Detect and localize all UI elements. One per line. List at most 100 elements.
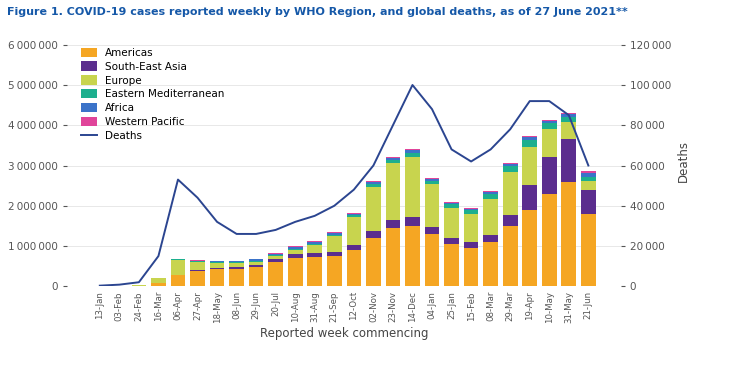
Bar — [522, 138, 537, 139]
Bar — [503, 164, 518, 166]
Bar — [307, 241, 322, 242]
Bar — [190, 271, 205, 286]
Deaths — [135, 280, 144, 284]
Bar — [425, 178, 439, 179]
Bar — [464, 248, 479, 286]
Bar — [562, 113, 576, 114]
Bar — [425, 185, 439, 227]
Bar — [405, 217, 420, 226]
Bar — [581, 214, 595, 286]
Bar — [386, 160, 400, 163]
Bar — [503, 226, 518, 286]
Bar — [542, 120, 557, 121]
Bar — [522, 136, 537, 138]
Bar — [346, 250, 361, 286]
Bar — [562, 114, 576, 117]
Deaths — [467, 159, 476, 164]
Bar — [405, 153, 420, 157]
Bar — [327, 235, 342, 236]
Bar — [386, 220, 400, 228]
Bar — [425, 227, 439, 234]
Bar — [249, 262, 263, 265]
Deaths — [251, 232, 260, 236]
Bar — [190, 270, 205, 271]
Bar — [386, 163, 400, 220]
Bar — [405, 149, 420, 150]
Bar — [522, 210, 537, 286]
Deaths — [272, 228, 280, 232]
Bar — [542, 123, 557, 129]
Bar — [464, 208, 479, 209]
Deaths — [310, 214, 319, 218]
Deaths — [369, 163, 378, 168]
Bar — [522, 139, 537, 146]
Bar — [209, 261, 224, 262]
Deaths — [154, 254, 163, 258]
Bar — [581, 177, 595, 181]
Deaths — [545, 99, 554, 103]
Bar — [562, 122, 576, 139]
Deaths — [447, 147, 456, 152]
Bar — [425, 179, 439, 181]
Bar — [503, 166, 518, 172]
Bar — [307, 245, 322, 253]
Bar — [366, 187, 381, 231]
Bar — [581, 181, 595, 190]
Bar — [288, 254, 302, 258]
Deaths — [564, 113, 573, 117]
Bar — [444, 238, 459, 244]
Bar — [581, 190, 595, 214]
Bar — [151, 278, 166, 283]
Bar — [405, 157, 420, 217]
Bar — [327, 232, 342, 233]
Bar — [425, 234, 439, 286]
Bar — [386, 228, 400, 286]
Bar — [444, 202, 459, 203]
Bar — [269, 256, 283, 259]
Bar — [209, 268, 224, 269]
Deaths — [525, 99, 534, 103]
Bar — [444, 244, 459, 286]
Bar — [327, 256, 342, 286]
Bar — [190, 262, 205, 270]
Bar — [483, 194, 498, 199]
Deaths — [506, 127, 515, 131]
Bar — [327, 236, 342, 252]
Text: Figure 1. COVID-19 cases reported weekly by WHO Region, and global deaths, as of: Figure 1. COVID-19 cases reported weekly… — [7, 7, 628, 17]
Bar — [444, 208, 459, 238]
Bar — [464, 242, 479, 248]
Bar — [249, 265, 263, 267]
Bar — [562, 182, 576, 286]
Bar — [581, 172, 595, 177]
Bar — [230, 266, 244, 269]
Deaths — [330, 204, 339, 208]
Bar — [503, 172, 518, 215]
Bar — [366, 182, 381, 184]
Legend: Americas, South-East Asia, Europe, Eastern Mediterranean, Africa, Western Pacifi: Americas, South-East Asia, Europe, Easte… — [78, 44, 227, 144]
Deaths — [115, 283, 124, 287]
Bar — [405, 150, 420, 153]
Bar — [230, 262, 244, 263]
Bar — [230, 263, 244, 266]
Y-axis label: Cases: Cases — [0, 144, 3, 179]
Bar — [307, 253, 322, 257]
Bar — [269, 262, 283, 286]
Bar — [288, 258, 302, 286]
Deaths — [212, 220, 221, 224]
Bar — [542, 194, 557, 286]
Bar — [483, 235, 498, 242]
Deaths — [232, 232, 241, 236]
Bar — [386, 157, 400, 158]
Bar — [249, 267, 263, 286]
Bar — [483, 191, 498, 192]
Deaths — [174, 177, 183, 182]
Bar — [366, 231, 381, 238]
Bar — [230, 269, 244, 286]
Bar — [307, 257, 322, 286]
Bar — [522, 185, 537, 210]
Bar — [483, 242, 498, 286]
Bar — [249, 261, 263, 262]
Bar — [209, 269, 224, 286]
Bar — [346, 213, 361, 214]
Bar — [288, 248, 302, 250]
